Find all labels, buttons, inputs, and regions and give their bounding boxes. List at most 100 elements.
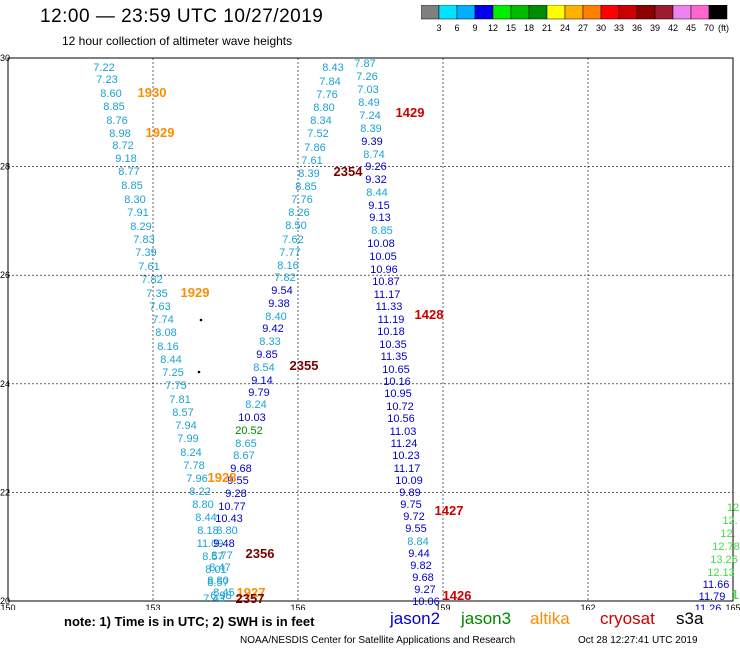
wave-height-value: 8.77 <box>118 166 139 178</box>
wave-height-value: 9.54 <box>271 285 292 297</box>
wave-height-value: 8.01 <box>205 564 226 576</box>
wave-height-value: 10.18 <box>377 326 405 338</box>
wave-height-value: 10.77 <box>218 501 246 513</box>
wave-height-value: 7.25 <box>162 367 183 379</box>
wave-height-value: 7.75 <box>165 380 186 392</box>
wave-height-value: 7.43 <box>203 593 224 605</box>
wave-height-value: 8.80 <box>207 575 228 587</box>
wave-height-value: 10.72 <box>386 401 414 413</box>
wave-height-value: 9.26 <box>365 161 386 173</box>
wave-height-value: 9.68 <box>230 463 251 475</box>
colorbar-label: 12 <box>488 23 498 33</box>
wave-height-value: 9.18 <box>115 153 136 165</box>
y-tick-label: 28 <box>0 162 10 172</box>
wave-height-value: 9.82 <box>410 560 431 572</box>
legend-altika: altika <box>530 609 570 628</box>
wave-height-value: 6.98 <box>210 590 231 602</box>
footer-note: note: 1) Time is in UTC; 2) SWH is in fe… <box>64 614 315 629</box>
wave-height-value: 8.80 <box>192 499 213 511</box>
pass-time-label: 2357 <box>236 591 265 606</box>
y-tick-label: 22 <box>0 487 10 497</box>
wave-height-value: 7.83 <box>133 234 154 246</box>
wave-height-value: 12. <box>722 515 737 527</box>
legend-jason3: jason3 <box>461 609 512 628</box>
wave-height-value: 8.43 <box>322 62 343 74</box>
wave-height-value: 8.24 <box>245 399 266 411</box>
wave-height-value: 7.62 <box>282 234 303 246</box>
wave-height-value: 8.44 <box>195 512 216 524</box>
wave-height-value: 8.24 <box>180 447 201 459</box>
wave-height-value: 7.63 <box>149 301 170 313</box>
plot-frame <box>7 57 734 602</box>
y-tick-label: 24 <box>0 379 10 389</box>
wave-height-value: 8.57 <box>207 577 228 589</box>
legend-s3a: s3a <box>676 609 704 628</box>
wave-height-value: 8.08 <box>155 327 176 339</box>
wave-height-value: 8.80 <box>216 525 237 537</box>
colorbar-label: 6 <box>454 23 459 33</box>
colorbar-label: 70 <box>704 23 714 33</box>
wave-height-value: 8.34 <box>310 115 331 127</box>
wave-height-value: 8.18 <box>197 525 218 537</box>
pass-time-label: 1929 <box>146 125 175 140</box>
wave-height-value: 8.16 <box>157 341 178 353</box>
wave-height-value: 7.96 <box>186 473 207 485</box>
x-tick-label: 153 <box>145 603 160 610</box>
colorbar-label: 15 <box>506 23 516 33</box>
wave-height-value: 8.44 <box>366 187 387 199</box>
wave-height-value: 9.55 <box>227 475 248 487</box>
wave-height-value: 8.29 <box>130 221 151 233</box>
wave-height-value: 9.15 <box>368 200 389 212</box>
y-tick-label: 20 <box>0 596 10 606</box>
colorbar-label: 18 <box>524 23 534 33</box>
credit-line: NOAA/NESDIS Center for Satellite Applica… <box>240 635 516 646</box>
wave-height-value: 9.55 <box>405 523 426 535</box>
colorbar-label: 9 <box>472 23 477 33</box>
wave-height-value: 8.44 <box>160 354 181 366</box>
wave-height-value: 10.95 <box>384 388 412 400</box>
wave-height-value: 8.80 <box>313 102 334 114</box>
wave-height-value: 8.72 <box>112 140 133 152</box>
wave-height-value: 7.87 <box>354 58 375 70</box>
wave-height-value: 8.85 <box>121 180 142 192</box>
wave-height-value: 8.98 <box>109 128 130 140</box>
wave-height-value: 7.35 <box>146 288 167 300</box>
wave-height-value: 7.78 <box>183 460 204 472</box>
colorbar-swatch <box>708 5 728 20</box>
wave-height-value: 20.52 <box>235 425 263 437</box>
colorbar-label: 39 <box>650 23 660 33</box>
wave-height-value: 10.65 <box>382 364 410 376</box>
wave-height-value: 8.76 <box>106 115 127 127</box>
wave-height-value: 7.39 <box>135 247 156 259</box>
wave-height-value: 10.87 <box>372 276 400 288</box>
x-tick-label: 162 <box>580 603 595 610</box>
wave-height-value: 10.09 <box>395 475 423 487</box>
pass-time-label: 1 <box>731 587 738 602</box>
wave-height-value: 7.61 <box>138 261 159 273</box>
wave-height-value: 9.48 <box>213 538 234 550</box>
wave-height-value: 12 <box>727 502 739 514</box>
wave-height-value: 9.68 <box>412 572 433 584</box>
wave-height-value: 7.82 <box>141 274 162 286</box>
y-tick-label: 30 <box>0 53 10 63</box>
wave-height-value: 10.05 <box>369 251 397 263</box>
pass-time-label: 1427 <box>435 503 464 518</box>
wave-height-value: 9.75 <box>400 499 421 511</box>
wave-height-value: 7.84 <box>319 76 340 88</box>
wave-height-value: 13.26 <box>710 554 738 566</box>
wave-height-value: 9.89 <box>399 487 420 499</box>
pass-time-label: 1426 <box>443 588 472 603</box>
wave-height-value: 9.44 <box>408 548 429 560</box>
chart-subtitle: 12 hour collection of altimeter wave hei… <box>62 34 293 48</box>
wave-height-value: 11.17 <box>374 289 401 301</box>
colorbar-label: 27 <box>578 23 588 33</box>
wave-height-value: 10.43 <box>215 513 243 525</box>
color-scale-bar: 3 6 9 12 15 18 21 24 27 30 33 36 39 42 45 70 (ft) <box>421 5 729 33</box>
pass-time-label: 2354 <box>334 164 364 179</box>
wave-height-value: 7.91 <box>127 207 148 219</box>
legend-jason2: jason2 <box>390 609 441 628</box>
colorbar-unit: (ft) <box>718 23 729 33</box>
wave-height-value: 8.54 <box>253 362 274 374</box>
wave-height-value: 8.67 <box>233 450 254 462</box>
wave-height-value: 7.26 <box>356 71 377 83</box>
